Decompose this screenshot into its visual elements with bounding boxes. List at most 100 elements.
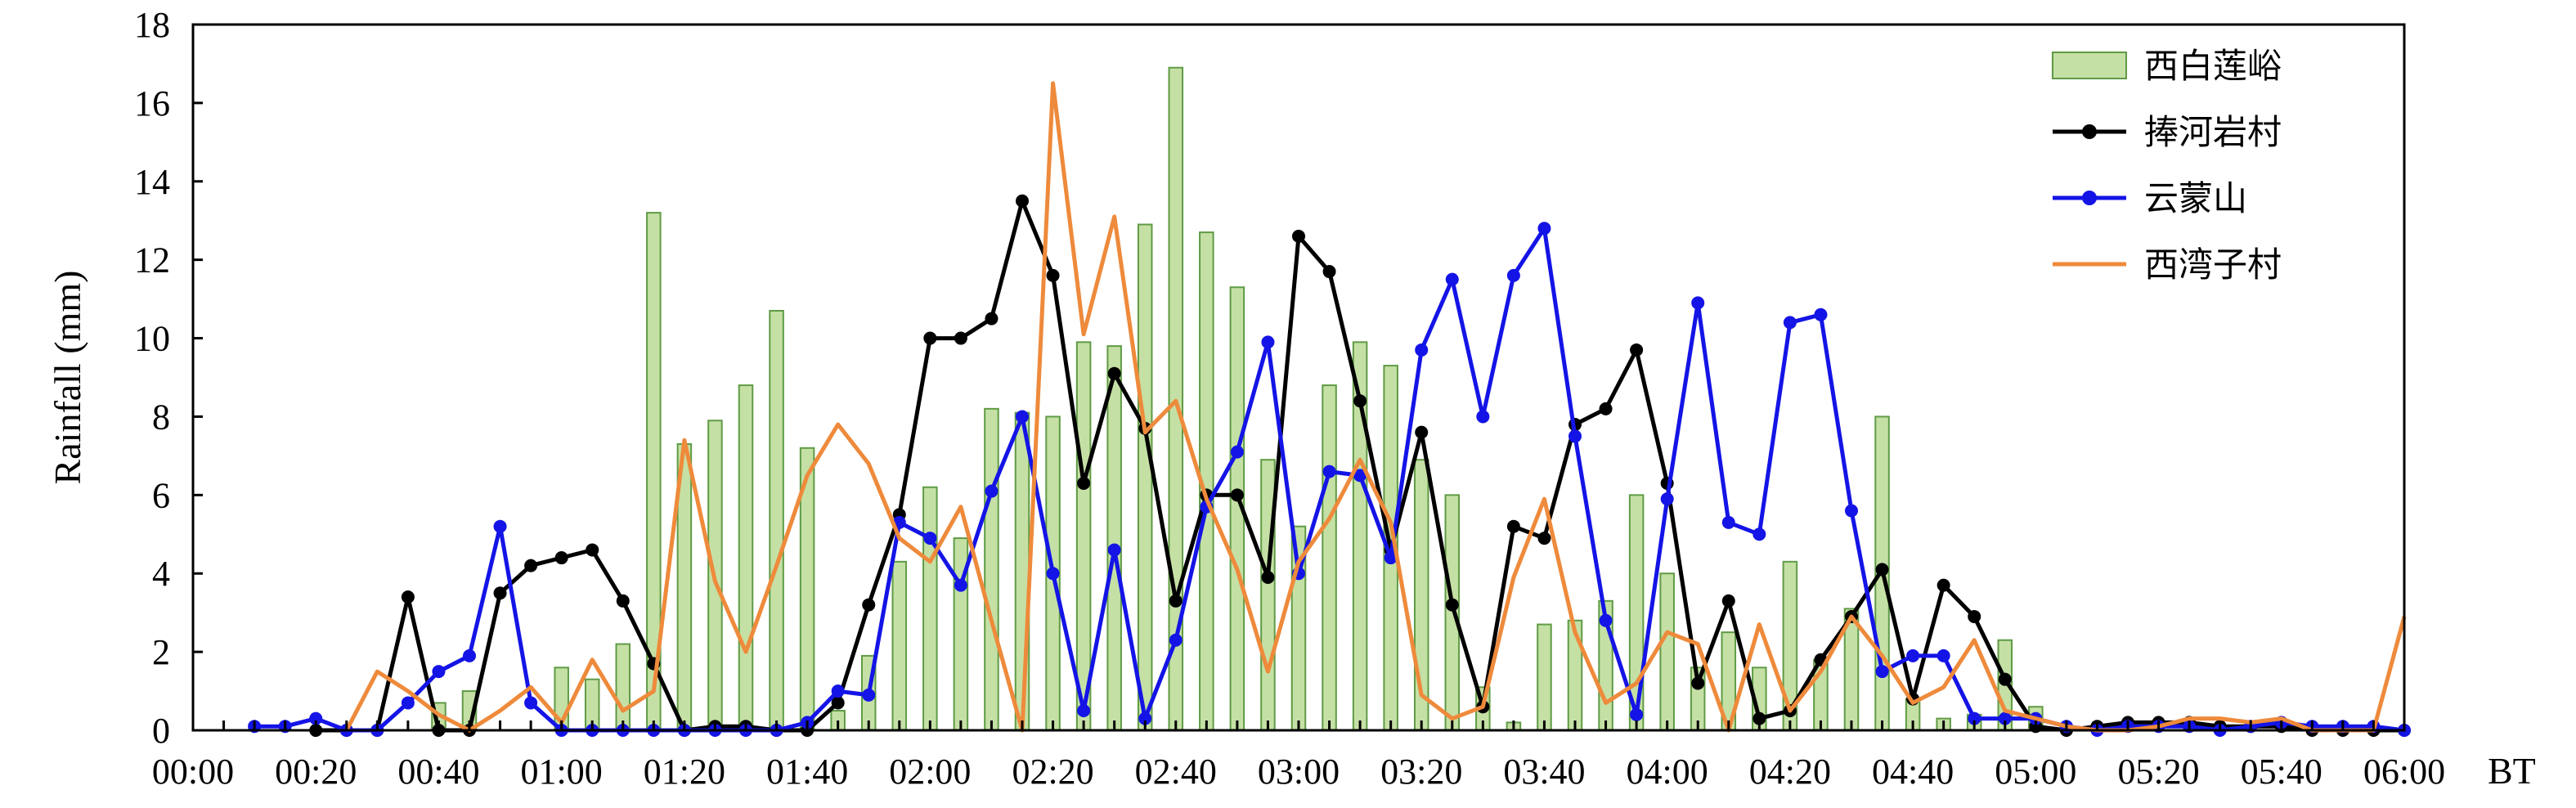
y-tick-label: 12	[134, 240, 170, 281]
data-point	[831, 696, 845, 710]
data-point	[1415, 343, 1429, 357]
data-point	[1169, 594, 1183, 608]
legend-swatch-marker	[2082, 191, 2097, 205]
data-point	[1322, 265, 1336, 279]
data-point	[1721, 515, 1735, 529]
data-point	[923, 331, 937, 345]
y-tick-label: 14	[134, 162, 170, 202]
data-point	[1077, 704, 1091, 718]
data-point	[862, 598, 876, 612]
x-tick-label: 01:40	[766, 752, 848, 792]
data-point	[1445, 272, 1459, 286]
y-tick-label: 6	[152, 475, 170, 515]
legend-item-line: 捧河岩村	[2053, 112, 2282, 152]
legend-item-line: 西湾子村	[2053, 245, 2282, 285]
x-tick-label: 05:40	[2241, 752, 2322, 792]
bar	[738, 384, 754, 731]
y-tick-label: 4	[152, 554, 170, 594]
data-point	[1968, 711, 1981, 725]
bar	[1659, 572, 1675, 731]
x-tick-label: 01:20	[644, 752, 725, 792]
y-tick-label: 0	[152, 711, 170, 751]
x-tick-label: 04:20	[1749, 752, 1831, 792]
data-point	[1630, 707, 1644, 721]
data-point	[1752, 711, 1766, 725]
data-point	[1936, 649, 1950, 662]
legend-label: 西白莲峪	[2144, 46, 2282, 86]
data-point	[1107, 543, 1121, 557]
data-point	[1537, 532, 1551, 545]
legend-item-bar: 西白莲峪	[2052, 46, 2282, 86]
data-point	[401, 696, 415, 710]
data-point	[1752, 527, 1766, 541]
x-tick-label: 04:00	[1627, 752, 1708, 792]
bar	[1537, 623, 1552, 731]
data-point	[1630, 343, 1644, 357]
x-tick-label: 02:40	[1135, 752, 1217, 792]
series-line	[344, 81, 2407, 733]
bar	[1075, 341, 1092, 731]
data-point	[1968, 609, 1981, 623]
bar	[891, 560, 908, 731]
bar	[1137, 223, 1153, 731]
data-point	[831, 685, 845, 698]
data-point	[1783, 316, 1797, 330]
data-point	[1660, 492, 1674, 506]
data-point	[524, 559, 538, 572]
bar	[769, 309, 784, 731]
legend-item-line: 云蒙山	[2053, 178, 2247, 218]
y-axis-ticks: 0 2 4 6 8 10 12 14 16 18	[134, 5, 203, 751]
data-point	[1476, 410, 1490, 424]
bar	[1014, 411, 1030, 731]
data-point	[1599, 402, 1613, 415]
bar	[1106, 345, 1122, 731]
x-tick-label: 00:20	[275, 752, 357, 792]
x-tick-label: 03:40	[1503, 752, 1585, 792]
data-point	[309, 711, 323, 725]
data-point	[1169, 633, 1183, 647]
axes-group: 0 2 4 6 8 10 12 14 16 18 00:00 00:20 00:40 01:00 01:2…	[47, 5, 2536, 792]
data-point	[1261, 335, 1275, 349]
legend-label: 云蒙山	[2144, 178, 2247, 218]
data-point	[1875, 563, 1889, 577]
legend-swatch-marker	[2082, 124, 2097, 139]
x-tick-label: 00:00	[152, 752, 234, 792]
x-tick-label: 02:20	[1012, 752, 1093, 792]
data-point	[1998, 711, 2012, 725]
data-point	[1138, 711, 1152, 725]
data-point	[586, 543, 599, 557]
data-point	[1814, 307, 1828, 321]
x-axis-ticks: 00:00 00:20 00:40 01:00 01:20 01:40 02:00 02:20…	[152, 720, 2445, 792]
data-point	[524, 696, 538, 710]
data-point	[862, 688, 876, 702]
x-tick-label: 00:40	[397, 752, 479, 792]
x-tick-label: 01:00	[521, 752, 603, 792]
data-point	[493, 519, 507, 533]
y-tick-label: 10	[134, 319, 170, 359]
bar	[1444, 494, 1461, 731]
data-point	[1506, 519, 1520, 533]
data-point	[1016, 410, 1029, 424]
data-point	[954, 331, 967, 345]
bar	[922, 486, 938, 731]
data-point	[1506, 268, 1520, 282]
data-point	[1230, 445, 1244, 459]
data-point	[463, 649, 476, 662]
y-tick-label: 18	[134, 5, 170, 45]
data-point	[1322, 465, 1336, 478]
data-point	[1230, 488, 1244, 502]
legend-label: 西湾子村	[2144, 245, 2282, 285]
data-point	[985, 312, 999, 325]
x-axis-title: BT	[2488, 750, 2536, 792]
y-tick-label: 16	[134, 83, 170, 123]
data-point	[1016, 194, 1029, 208]
data-point	[1998, 672, 2012, 686]
bar	[984, 407, 999, 731]
data-point	[1261, 571, 1275, 585]
legend-swatch-bar	[2052, 52, 2127, 79]
data-point	[1845, 504, 1858, 518]
x-tick-label: 02:00	[889, 752, 971, 792]
data-point	[1691, 296, 1705, 310]
